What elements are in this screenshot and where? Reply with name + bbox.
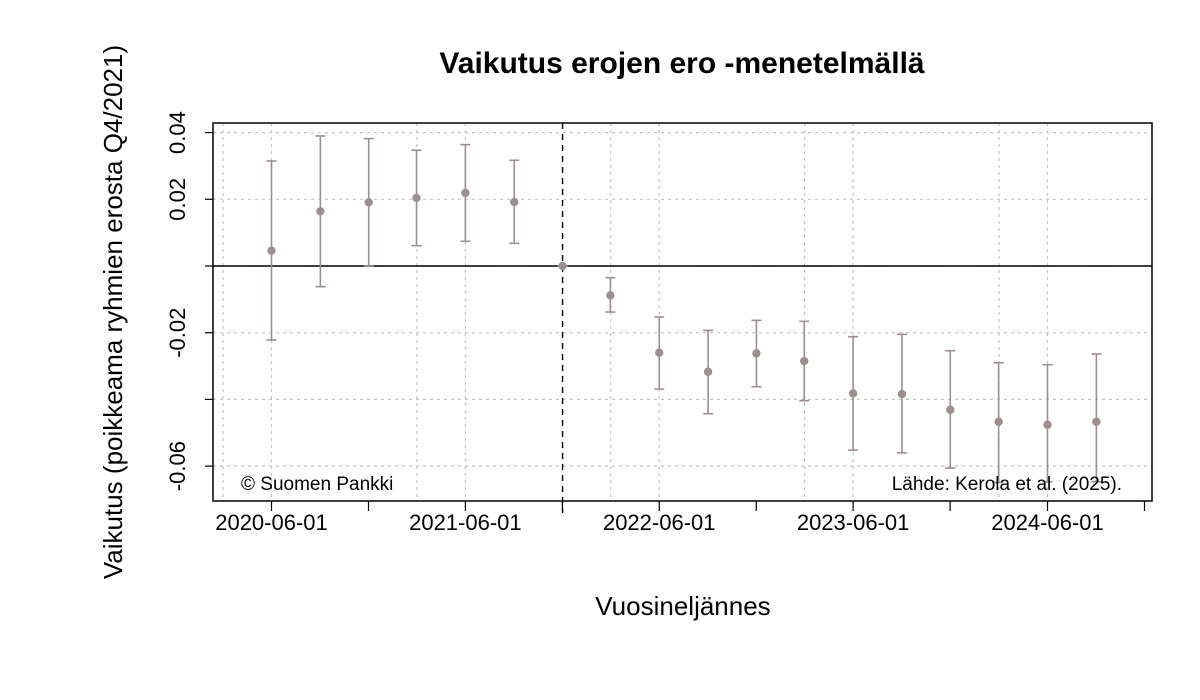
x-axis-label: Vuosineljännes xyxy=(595,591,770,621)
plot-frame xyxy=(212,122,1153,502)
data-point xyxy=(655,348,664,357)
data-point xyxy=(316,207,325,216)
error-bars xyxy=(266,135,1102,484)
chart-title: Vaikutus erojen ero -menetelmällä xyxy=(439,47,925,80)
data-point xyxy=(267,246,276,255)
data-point xyxy=(1043,420,1052,429)
data-point xyxy=(897,389,907,399)
data-point xyxy=(558,261,567,271)
y-tick-label: -0.02 xyxy=(165,308,190,358)
x-tick-label: 2020-06-01 xyxy=(215,510,328,535)
data-point xyxy=(848,389,858,398)
reference-lines xyxy=(213,123,1152,513)
data-point xyxy=(946,405,955,414)
y-tick-label: -0.06 xyxy=(165,441,190,491)
data-point xyxy=(752,349,761,358)
data-points xyxy=(267,188,1101,429)
copyright-note: © Suomen Pankki xyxy=(241,474,393,495)
x-tick-label: 2022-06-01 xyxy=(603,510,716,535)
data-point xyxy=(510,197,519,207)
y-axis: -0.06 -0.02 0.02 0.04 xyxy=(165,111,213,491)
data-point xyxy=(461,188,470,198)
y-tick-label: 0.02 xyxy=(165,178,190,221)
data-point xyxy=(364,198,373,207)
x-tick-label: 2024-06-01 xyxy=(991,510,1104,535)
source-note: Lähde: Kerola et al. (2025). xyxy=(892,474,1122,495)
data-point xyxy=(703,367,713,376)
data-point xyxy=(994,417,1003,426)
data-point xyxy=(606,291,615,300)
x-tick-label: 2023-06-01 xyxy=(797,510,910,535)
y-axis-label: Vaikutus (poikkeama ryhmien erosta Q4/20… xyxy=(98,45,128,579)
x-axis: 2020-06-01 2021-06-01 2022-06-01 2023-06-01… xyxy=(215,501,1146,535)
x-tick-label: 2021-06-01 xyxy=(409,510,522,535)
data-point xyxy=(800,356,809,366)
data-point xyxy=(1092,417,1101,426)
y-tick-label: 0.04 xyxy=(165,111,190,154)
grid-lines xyxy=(213,123,1152,501)
data-point xyxy=(412,193,421,203)
